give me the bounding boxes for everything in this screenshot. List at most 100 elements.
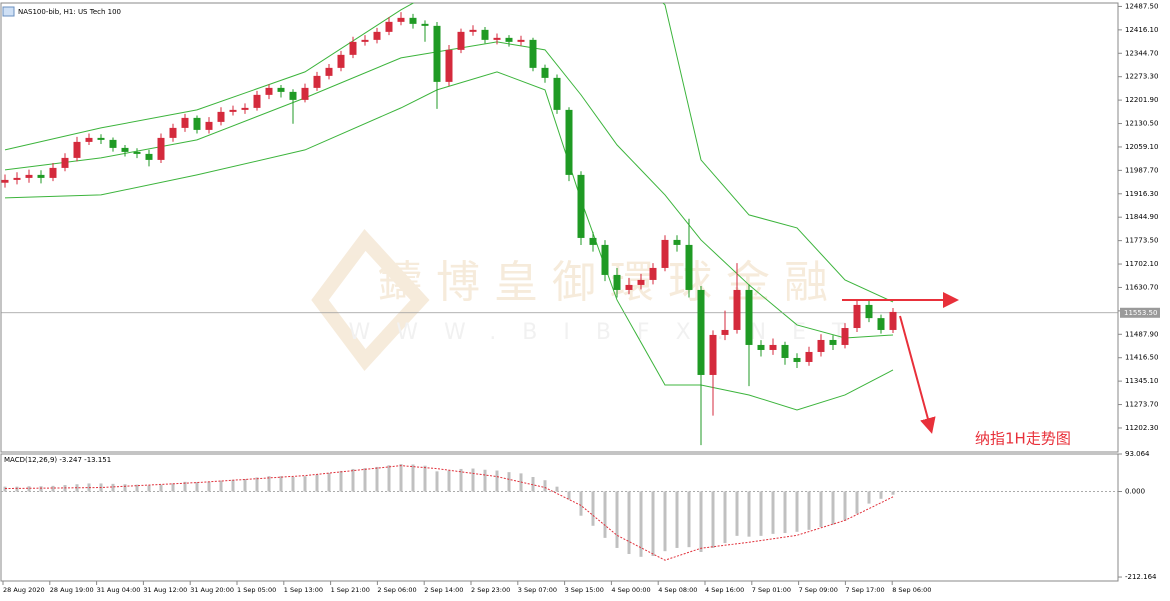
candle-body: [49, 167, 57, 178]
y-tick-label: 11987.70: [1125, 166, 1158, 174]
macd-bar: [555, 486, 559, 492]
candle-body: [337, 54, 345, 68]
candle-body: [265, 87, 273, 95]
x-tick-label: 3 Sep 07:00: [518, 586, 557, 594]
candle-body: [817, 339, 825, 352]
macd-bar: [291, 477, 295, 492]
macd-bar: [747, 491, 751, 537]
macd-bar: [399, 464, 403, 492]
macd-bar: [711, 491, 715, 548]
candle-body: [625, 284, 633, 290]
macd-bar: [255, 477, 259, 492]
macd-bar: [783, 491, 787, 534]
x-tick-label: 31 Aug 20:00: [190, 586, 234, 594]
macd-bar: [795, 491, 799, 532]
macd-bar: [183, 481, 187, 492]
macd-bar: [219, 480, 223, 492]
y-tick-label: 93.064: [1125, 450, 1150, 458]
y-tick-label: 12273.30: [1125, 73, 1158, 81]
y-tick-label: 11844.90: [1125, 213, 1158, 221]
macd-bar: [351, 468, 355, 492]
macd-bar: [579, 491, 583, 516]
macd-bar: [483, 469, 487, 492]
price-plot: [1, 3, 1118, 446]
macd-bar: [207, 481, 211, 492]
macd-bar: [411, 464, 415, 492]
y-tick-label: 12130.50: [1125, 120, 1158, 128]
candle-body: [505, 37, 513, 42]
candle-body: [313, 75, 321, 88]
macd-bar: [243, 479, 247, 492]
candle-body: [529, 39, 537, 68]
candle-body: [493, 37, 501, 40]
y-tick-label: 0.000: [1125, 488, 1145, 496]
candle-body: [433, 25, 441, 82]
candle-body: [301, 87, 309, 100]
macd-bar: [3, 486, 7, 492]
candle-body: [61, 157, 69, 168]
macd-bar: [891, 491, 895, 495]
candle-body: [241, 107, 249, 110]
candle-body: [97, 137, 105, 140]
y-tick-label: 12201.90: [1125, 96, 1158, 104]
candle-body: [565, 109, 573, 175]
macd-bar: [495, 470, 499, 492]
candle-body: [289, 91, 297, 100]
candle-body: [169, 127, 177, 138]
macd-bar: [387, 465, 391, 492]
macd-bar: [819, 491, 823, 527]
macd-bar: [723, 491, 727, 544]
arrow: [899, 315, 936, 434]
candle-body: [37, 174, 45, 178]
macd-bar: [543, 480, 547, 492]
candle-body: [1, 179, 9, 183]
bollinger-band: [4, 41, 894, 339]
candle-body: [793, 357, 801, 362]
x-tick-label: 2 Sep 23:00: [471, 586, 510, 594]
macd-bar: [423, 465, 427, 492]
y-tick-label: 11702.10: [1125, 260, 1158, 268]
macd-bar: [27, 486, 31, 492]
x-tick-label: 8 Sep 06:00: [892, 586, 931, 594]
candle-body: [145, 153, 153, 160]
candle-body: [25, 174, 33, 178]
x-tick-label: 1 Sep 21:00: [331, 586, 370, 594]
candle-body: [889, 311, 897, 330]
macd-bar: [135, 484, 139, 492]
y-tick-label: 11202.30: [1125, 424, 1158, 432]
macd-bar: [75, 484, 79, 492]
x-tick-label: 4 Sep 08:00: [658, 586, 697, 594]
candle-body: [601, 244, 609, 275]
macd-bar: [159, 484, 163, 492]
candle-body: [325, 67, 333, 76]
axes: 12487.50 12416.10 12344.70 12273.30 12201.90…: [2, 2, 1160, 594]
macd-bar: [471, 468, 475, 492]
candle-body: [253, 94, 261, 108]
candle-body: [865, 304, 873, 319]
candle-body: [157, 137, 165, 160]
candle-body: [85, 137, 93, 142]
x-tick-label: 1 Sep 05:00: [237, 586, 276, 594]
y-tick-label: 11630.70: [1125, 283, 1158, 291]
watermark-url: WWW.BIBFX.NET: [349, 320, 872, 345]
candle-body: [769, 344, 777, 350]
candle-body: [445, 49, 453, 82]
bollinger-band: [4, 71, 894, 411]
macd-bar: [675, 491, 679, 548]
macd-bar: [843, 491, 847, 521]
macd-bar: [687, 491, 691, 548]
candle-body: [361, 39, 369, 42]
candle-body: [721, 329, 729, 335]
macd-bar: [303, 476, 307, 492]
current-price-box: [1120, 307, 1160, 318]
x-tick-label: 28 Aug 19:00: [50, 586, 94, 594]
macd-bar: [567, 491, 571, 500]
macd-bar: [831, 491, 835, 525]
x-tick-label: 2 Sep 14:00: [424, 586, 463, 594]
macd-bar: [807, 491, 811, 530]
y-tick-label: 11773.50: [1125, 237, 1158, 245]
macd-bar: [507, 472, 511, 492]
macd-bar: [627, 491, 631, 554]
price-pane: [0, 2, 1119, 453]
candle-body: [541, 67, 549, 78]
